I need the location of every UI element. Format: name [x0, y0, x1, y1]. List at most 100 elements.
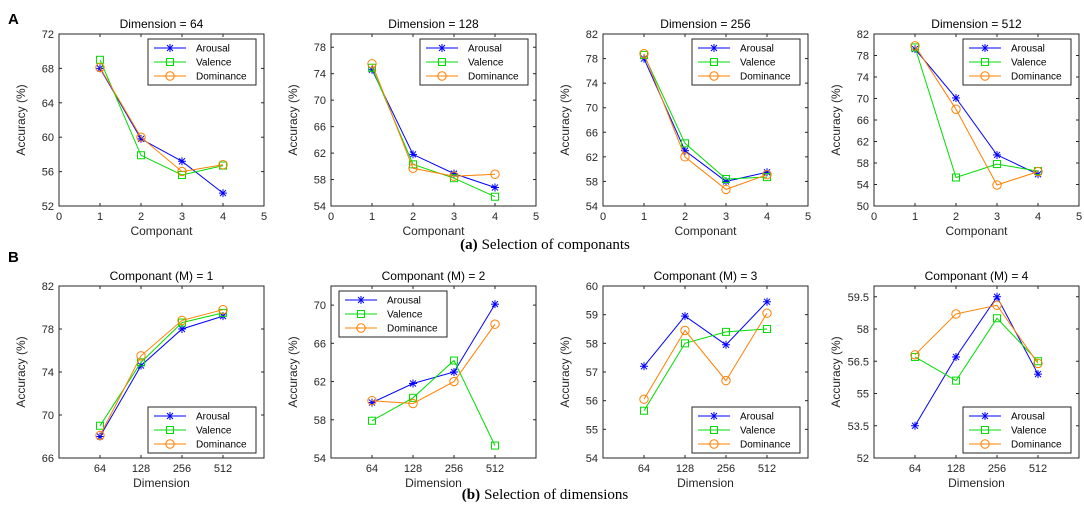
- chart-3-xtick-label: 2: [682, 211, 688, 223]
- chart-7-ytick-label: 57: [586, 367, 598, 379]
- chart-8-arousal-point-2: [952, 352, 960, 361]
- chart-2-xtick-label: 0: [328, 211, 334, 223]
- chart-6-title: Componant (M) = 2: [382, 269, 486, 283]
- chart-8-valence-point-3: [993, 314, 1001, 323]
- chart-3-ytick-label: 70: [586, 103, 598, 115]
- chart-2: Dimension = 128 0 1 2 3 4 5 54 58 62 66 70 74 78 Compo…: [286, 17, 539, 238]
- chart-4-ytick-label: 66: [857, 115, 869, 127]
- caption-a-text: Selection of componants: [482, 237, 630, 253]
- chart-8-series-valence-line: [914, 317, 1039, 382]
- chart-4-legend-valence-marker: [981, 58, 989, 66]
- chart-1-series-arousal-line: [99, 68, 224, 194]
- chart-7-xtick-label: 64: [638, 463, 650, 475]
- chart-8-arousal-point-4: [1034, 370, 1042, 379]
- chart-8-xtick-label: 512: [1029, 463, 1047, 475]
- chart-4-dominance-point-2: [951, 104, 961, 114]
- chart-6-legend-dominance-label: Dominance: [387, 324, 438, 335]
- chart-6-xtick-label: 256: [445, 463, 463, 475]
- caption-b: (b) Selection of dimensions: [462, 487, 629, 503]
- chart-3-ytick-label: 62: [586, 152, 598, 164]
- chart-7-legend-dominance-label: Dominance: [740, 440, 791, 451]
- chart-3-arousal-point-3-d2: [722, 178, 730, 185]
- chart-2-legend-arousal-marker: [438, 44, 446, 52]
- chart-2-legend-valence-label: Valence: [468, 58, 504, 69]
- chart-7-xtick-label: 512: [758, 463, 776, 475]
- chart-8-xtick-label: 256: [988, 463, 1006, 475]
- chart-5-ytick-label: 66: [42, 453, 54, 465]
- chart-3-legend-arousal-marker-d2: [710, 44, 718, 52]
- chart-1-ytick-label: 64: [42, 98, 54, 110]
- chart-6-xtick-label: 64: [366, 463, 378, 475]
- chart-5-dominance-point-2: [136, 351, 146, 361]
- chart-6-legend-dominance-marker: [356, 323, 366, 333]
- chart-5-legend-arousal-label: Arousal: [196, 412, 230, 423]
- chart-2-xtick-label: 4: [492, 211, 498, 223]
- chart-6-ylabel: Accuracy (%): [286, 336, 300, 407]
- chart-1-title: Dimension = 64: [120, 17, 204, 31]
- chart-5-arousal-point-3-d2: [178, 325, 186, 333]
- chart-7-legend-arousal-label: Arousal: [740, 412, 774, 423]
- chart-7-arousal-point-1-d2: [640, 362, 648, 370]
- chart-2-xtick-label: 5: [533, 211, 539, 223]
- chart-3-valence-point-1: [640, 50, 648, 59]
- chart-1-xtick-label: 3: [179, 211, 185, 223]
- caption-b-prefix: (b): [462, 487, 480, 503]
- chart-3-ytick-label: 66: [586, 127, 598, 139]
- chart-8-arousal-point-4-d2: [1034, 370, 1042, 378]
- chart-8-legend-arousal-label: Arousal: [1011, 412, 1045, 423]
- chart-2-legend-valence-marker: [438, 58, 446, 66]
- chart-8-ylabel: Accuracy (%): [829, 336, 843, 407]
- chart-8: Componant (M) = 4 64 128 256 512 52 53.5 55 56.5…: [829, 269, 1080, 490]
- chart-4-legend-valence-label: Valence: [1011, 58, 1047, 69]
- chart-6-arousal-point-4: [491, 300, 499, 309]
- chart-5-legend-dominance-marker: [165, 439, 175, 449]
- chart-6-arousal-point-3: [450, 368, 458, 376]
- chart-7-ytick-label: 54: [586, 453, 598, 465]
- chart-7-series-valence-line: [643, 328, 768, 411]
- chart-2-arousal-point-4-d2: [491, 184, 499, 191]
- chart-8-dominance-point-4: [1033, 358, 1043, 369]
- chart-5-legend-arousal-marker-d2: [166, 412, 174, 420]
- chart-6-xlabel: Dimension: [405, 476, 462, 490]
- chart-5-ytick-label: 82: [42, 281, 54, 293]
- chart-2-arousal-point-2-d2: [409, 151, 417, 158]
- chart-4-ytick-label: 82: [857, 29, 869, 41]
- chart-7-ylabel: Accuracy (%): [558, 336, 572, 407]
- chart-8-dominance-point-1: [910, 350, 920, 360]
- chart-4-ytick-label: 74: [857, 72, 869, 84]
- chart-5-series-dominance-line: [99, 309, 224, 436]
- chart-3-ylabel: Accuracy (%): [558, 84, 572, 155]
- chart-6-dominance-point-4: [490, 319, 500, 329]
- chart-4-series-valence-line: [914, 47, 1039, 179]
- chart-5-ytick-label: 70: [42, 410, 54, 422]
- chart-6-legend: Arousal Valence Dominance: [338, 290, 448, 338]
- chart-2-legend-dominance-label: Dominance: [468, 72, 519, 83]
- chart-1-ylabel: Accuracy (%): [14, 84, 28, 155]
- chart-3-dominance-point-3: [721, 184, 731, 195]
- chart-8-dominance-point-3: [992, 300, 1002, 311]
- caption-b-text: Selection of dimensions: [484, 487, 628, 503]
- chart-6-ytick-label: 62: [314, 377, 326, 389]
- chart-8-xtick-label: 128: [947, 463, 965, 475]
- chart-4-ytick-label: 54: [857, 180, 869, 192]
- chart-2-xtick-label: 2: [410, 211, 416, 223]
- chart-1-dominance-point-2: [136, 132, 146, 142]
- chart-6-arousal-point-4-d2: [491, 300, 499, 308]
- chart-7-legend-arousal-marker-d2: [710, 412, 718, 420]
- chart-3-ytick-label: 74: [586, 78, 598, 90]
- chart-4-legend-arousal-label: Arousal: [1011, 44, 1045, 55]
- chart-3-title: Dimension = 256: [660, 17, 751, 31]
- chart-4-series-dominance-line: [914, 45, 1039, 186]
- chart-2-dominance-point-4: [490, 169, 500, 179]
- chart-2-ytick-label: 54: [314, 201, 326, 213]
- chart-8-legend-valence-marker: [981, 426, 989, 434]
- chart-3-legend-arousal-label: Arousal: [740, 44, 774, 55]
- chart-3-arousal-point-4-d2: [763, 168, 771, 176]
- chart-8-arousal-point-1: [911, 421, 919, 430]
- chart-4-xtick-label: 0: [871, 211, 877, 223]
- chart-2-title: Dimension = 128: [388, 17, 479, 31]
- chart-3-xtick-label: 3: [723, 211, 729, 223]
- chart-4-title: Dimension = 512: [931, 17, 1022, 31]
- chart-8-arousal-point-2-d2: [952, 353, 960, 361]
- chart-4-dominance-point-1: [910, 41, 920, 51]
